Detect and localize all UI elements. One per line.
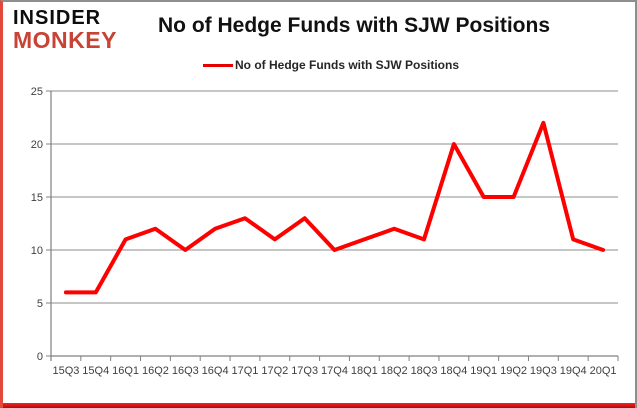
x-axis-tick-label: 18Q1 <box>351 365 378 377</box>
x-axis-tick-label: 19Q1 <box>470 365 497 377</box>
x-axis-tick-label: 19Q4 <box>560 365 587 377</box>
x-axis-tick-label: 17Q1 <box>232 365 259 377</box>
x-axis-tick-label: 19Q3 <box>530 365 557 377</box>
x-axis-tick-label: 17Q2 <box>261 365 288 377</box>
y-axis-tick-label: 20 <box>31 139 43 151</box>
x-axis-tick-label: 15Q4 <box>82 365 109 377</box>
x-axis-tick-label: 15Q3 <box>52 365 79 377</box>
y-axis-tick-label: 10 <box>31 245 43 257</box>
legend-line-swatch <box>203 63 233 67</box>
y-axis-tick-label: 0 <box>37 351 43 363</box>
x-axis-tick-label: 18Q4 <box>440 365 467 377</box>
x-axis-tick-label: 17Q4 <box>321 365 348 377</box>
bottom-accent-bar <box>3 403 635 408</box>
x-axis-tick-label: 16Q1 <box>112 365 139 377</box>
insider-monkey-logo: INSIDER MONKEY <box>13 8 117 52</box>
x-axis-tick-label: 16Q2 <box>142 365 169 377</box>
x-axis-tick-label: 16Q4 <box>202 365 229 377</box>
y-axis-tick-label: 25 <box>31 86 43 98</box>
logo-line-insider: INSIDER <box>13 7 102 29</box>
data-series-line <box>63 120 606 295</box>
x-axis-tick-label: 17Q3 <box>291 365 318 377</box>
y-axis-tick-label: 5 <box>37 298 43 310</box>
x-axis-tick-label: 19Q2 <box>500 365 527 377</box>
x-axis-tick-label: 20Q1 <box>590 365 617 377</box>
legend: No of Hedge Funds with SJW Positions <box>203 58 459 72</box>
x-axis-tick-label: 18Q3 <box>411 365 438 377</box>
y-axis-tick-label: 15 <box>31 192 43 204</box>
chart-title: No of Hedge Funds with SJW Positions <box>158 14 550 37</box>
logo-line-monkey: MONKEY <box>13 27 117 53</box>
x-axis-tick-label: 16Q3 <box>172 365 199 377</box>
x-axis-tick-label: 18Q2 <box>381 365 408 377</box>
legend-label: No of Hedge Funds with SJW Positions <box>235 58 459 72</box>
